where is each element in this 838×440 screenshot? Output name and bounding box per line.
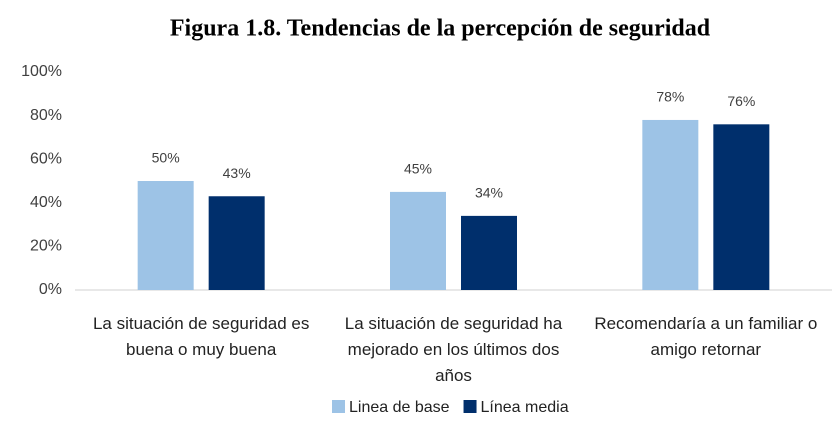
bar [137,181,194,290]
y-tick-label: 100% [21,63,62,80]
bar [208,196,265,290]
y-tick-label: 20% [30,238,62,255]
legend-swatch [463,400,477,413]
legend-label: Linea de base [349,399,450,416]
x-tick-label: La situación de seguridad ha mejorado en… [344,314,563,385]
x-tick-label: Recomendaría a un familiar o amigo retor… [594,314,818,359]
legend-label: Línea media [481,399,569,416]
value-label: 76% [727,93,755,109]
y-tick-label: 40% [30,194,62,211]
y-tick-label: 80% [30,107,62,124]
bar [461,215,517,290]
y-tick-label: 0% [39,281,62,298]
y-tick-label: 60% [30,150,62,167]
legend-swatch [332,400,345,413]
value-label: 50% [152,150,180,166]
bar [390,191,446,290]
bar [713,124,770,290]
value-label: 43% [223,165,251,181]
value-label: 45% [404,161,432,177]
chart-title: Figura 1.8. Tendencias de la percepción … [170,16,711,42]
value-label: 34% [475,185,503,201]
bar [642,119,699,291]
x-tick-label: La situación de seguridad es buena o muy… [92,314,310,359]
value-label: 78% [656,89,684,105]
